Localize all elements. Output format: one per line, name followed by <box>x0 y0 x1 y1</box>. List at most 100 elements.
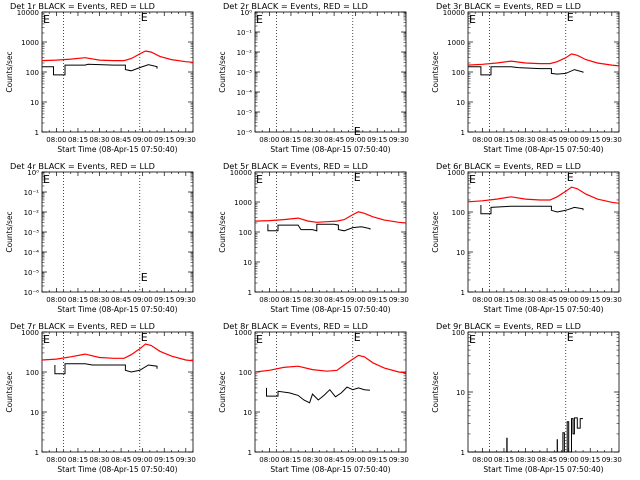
x-tick-label: 08:30 <box>515 296 535 304</box>
x-tick-label: 08:15 <box>68 296 88 304</box>
plot-frame <box>254 11 407 133</box>
x-tick-label: 08:00 <box>46 296 66 304</box>
y-tick-label: 1000 <box>21 39 39 47</box>
x-tick-label: 08:45 <box>537 296 557 304</box>
y-tick-label: 100 <box>452 209 465 217</box>
x-tick-label: 09:15 <box>580 136 600 144</box>
y-tick-label: 10⁰ <box>27 169 39 177</box>
y-axis-label: Counts/sec <box>5 371 14 412</box>
y-tick-label: 10⁻¹ <box>237 29 253 37</box>
x-tick-label: 08:00 <box>472 296 492 304</box>
y-tick-label: 100 <box>239 229 252 237</box>
y-tick-label: 100 <box>26 69 39 77</box>
x-tick-label: 09:15 <box>367 456 387 464</box>
events-series-line <box>54 363 158 375</box>
y-tick-label: 1000 <box>447 169 465 177</box>
y-tick-label: 10000 <box>230 169 252 177</box>
lld-series-line <box>254 211 407 224</box>
x-tick-label: 09:30 <box>176 456 196 464</box>
plot-frame <box>467 171 620 293</box>
y-tick-label: 1 <box>461 129 465 137</box>
x-tick-label: 09:30 <box>389 136 409 144</box>
e-marker: E <box>256 173 263 186</box>
y-tick-label: 1 <box>461 449 465 457</box>
e-marker: E <box>354 171 361 184</box>
events-series-line <box>468 417 583 453</box>
y-tick-label: 10 <box>456 249 465 257</box>
x-tick-label: 09:15 <box>367 296 387 304</box>
y-tick-label: 10⁻² <box>24 209 40 217</box>
y-axis-label: Counts/sec <box>218 211 227 252</box>
x-tick-label: 08:45 <box>537 136 557 144</box>
e-marker: E <box>141 11 148 24</box>
y-tick-label: 10000 <box>17 9 39 17</box>
x-tick-label: 08:45 <box>111 456 131 464</box>
x-axis-label: Start Time (08-Apr-15 07:50:40) <box>57 465 177 474</box>
y-tick-label: 1 <box>248 449 252 457</box>
y-tick-label: 10⁰ <box>240 9 252 17</box>
x-tick-label: 08:45 <box>324 136 344 144</box>
x-tick-label: 08:00 <box>259 296 279 304</box>
e-marker: E <box>43 13 50 26</box>
x-tick-label: 08:15 <box>494 456 514 464</box>
x-axis-label: Start Time (08-Apr-15 07:50:40) <box>270 465 390 474</box>
y-tick-label: 1000 <box>234 329 252 337</box>
events-series-line <box>266 386 371 404</box>
x-tick-label: 08:45 <box>324 456 344 464</box>
y-tick-label: 10 <box>30 409 39 417</box>
x-axis-label: Start Time (08-Apr-15 07:50:40) <box>57 145 177 154</box>
e-marker: E <box>141 271 148 284</box>
x-tick-label: 08:00 <box>472 456 492 464</box>
y-axis-label: Counts/sec <box>5 211 14 252</box>
x-tick-label: 09:00 <box>559 296 579 304</box>
y-tick-label: 10⁻⁶ <box>24 289 40 297</box>
events-series-line <box>42 63 158 76</box>
x-tick-label: 08:15 <box>494 136 514 144</box>
x-tick-label: 09:15 <box>367 136 387 144</box>
y-tick-label: 10⁻⁴ <box>24 249 40 257</box>
lld-series-line <box>467 53 620 67</box>
x-tick-label: 08:30 <box>302 296 322 304</box>
x-tick-label: 08:30 <box>302 136 322 144</box>
y-axis-label: Counts/sec <box>431 371 440 412</box>
y-tick-label: 1000 <box>21 329 39 337</box>
events-series-line <box>267 223 371 232</box>
plot-frame <box>467 331 620 453</box>
y-tick-label: 100 <box>26 369 39 377</box>
panel-title: Det 5r BLACK = Events, RED = LLD <box>223 161 368 171</box>
x-tick-label: 09:30 <box>602 296 622 304</box>
x-tick-label: 09:00 <box>346 136 366 144</box>
y-axis-label: Counts/sec <box>218 371 227 412</box>
lld-series-line <box>254 354 407 374</box>
y-tick-label: 1 <box>461 289 465 297</box>
x-tick-label: 08:00 <box>259 456 279 464</box>
x-tick-label: 09:30 <box>176 136 196 144</box>
e-marker: E <box>354 125 361 138</box>
x-axis-label: Start Time (08-Apr-15 07:50:40) <box>270 305 390 314</box>
x-tick-label: 08:15 <box>68 136 88 144</box>
x-tick-label: 08:15 <box>68 456 88 464</box>
x-tick-label: 09:00 <box>133 456 153 464</box>
x-tick-label: 09:30 <box>602 136 622 144</box>
x-tick-label: 08:45 <box>537 456 557 464</box>
x-tick-label: 08:15 <box>281 456 301 464</box>
x-tick-label: 08:45 <box>111 296 131 304</box>
x-tick-label: 08:15 <box>494 296 514 304</box>
x-tick-label: 08:00 <box>46 456 66 464</box>
x-tick-label: 08:30 <box>89 456 109 464</box>
e-marker: E <box>567 11 574 24</box>
y-tick-label: 10⁻⁵ <box>237 109 253 117</box>
y-tick-label: 100 <box>452 329 465 337</box>
e-marker: E <box>256 13 263 26</box>
x-tick-label: 09:00 <box>346 456 366 464</box>
x-axis-label: Start Time (08-Apr-15 07:50:40) <box>483 145 603 154</box>
y-tick-label: 10 <box>456 99 465 107</box>
panel-title: Det 3r BLACK = Events, RED = LLD <box>436 1 581 11</box>
x-tick-label: 08:30 <box>515 136 535 144</box>
